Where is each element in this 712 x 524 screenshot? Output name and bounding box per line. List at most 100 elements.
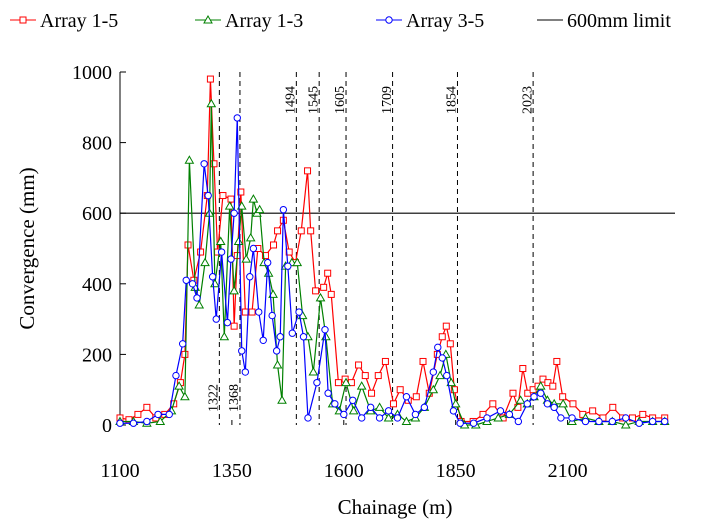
marker [227,255,235,263]
marker [374,372,382,380]
marker [270,241,278,249]
marker [248,308,256,316]
marker [241,308,249,316]
marker [620,419,631,429]
marker [449,407,458,415]
marker [446,377,457,387]
marker [276,333,284,341]
marker [412,393,420,401]
x-tick-label: 1350 [212,460,252,482]
marker [181,350,189,358]
marker [206,75,214,83]
marker [129,419,138,427]
marker [230,209,238,217]
marker [595,417,603,426]
marker [197,248,205,256]
marker [19,16,27,24]
marker [304,414,312,422]
marker [272,359,283,369]
marker [238,347,246,355]
y-tick-label: 800 [82,133,112,155]
marker [635,419,643,427]
marker [446,340,454,348]
reference-label: 1494 [284,86,299,114]
marker [402,393,411,401]
marker [154,410,162,419]
marker [639,410,647,418]
marker [420,403,429,412]
marker [450,386,458,394]
marker [389,400,397,408]
marker [178,340,187,348]
marker [194,299,205,309]
marker [297,227,305,235]
marker [307,227,315,235]
marker [182,276,190,284]
marker [279,205,288,214]
marker [241,254,252,263]
marker [320,283,328,291]
marker [274,227,282,235]
marker [233,236,244,245]
marker [401,416,412,425]
marker [523,400,531,408]
marker [241,368,250,376]
marker [530,393,538,401]
marker [483,414,491,422]
marker [550,403,558,412]
marker [489,400,497,408]
marker [393,414,402,422]
marker [224,201,235,210]
marker [264,258,272,267]
marker [356,381,367,390]
legend-label: Array 1-5 [40,10,118,32]
marker [299,333,308,341]
y-tick-label: 1000 [72,62,112,84]
marker [648,417,657,426]
marker [255,308,263,316]
marker [180,391,190,401]
marker [355,361,363,369]
marker [537,389,545,397]
marker [203,14,213,24]
marker [208,273,217,281]
marker [514,417,523,426]
marker [661,417,669,426]
marker [277,395,287,404]
reference-label: 1368 [227,384,242,412]
marker [396,386,404,394]
marker [134,410,142,418]
marker [558,398,568,408]
marker [589,407,597,415]
marker [230,322,238,330]
marker [165,410,173,419]
marker [505,410,514,419]
marker [411,410,420,419]
marker [544,379,552,387]
marker [438,333,446,341]
marker [200,257,210,267]
marker [204,191,212,200]
marker [443,371,451,380]
marker [559,393,567,401]
marker [450,398,461,408]
marker [383,412,394,422]
marker [212,315,220,323]
marker [324,389,332,397]
x-tick-label: 2100 [548,460,588,482]
series [116,114,669,427]
marker [496,407,505,415]
marker [438,354,446,362]
legend-label: Array 3-5 [406,10,484,32]
marker [210,160,218,168]
marker [349,396,357,404]
marker [223,318,232,327]
marker [493,412,504,422]
marker [553,357,561,365]
y-tick-label: 400 [82,274,112,296]
marker [609,403,617,411]
marker [259,336,267,344]
marker [116,419,124,427]
x-tick-label: 1850 [436,460,476,482]
